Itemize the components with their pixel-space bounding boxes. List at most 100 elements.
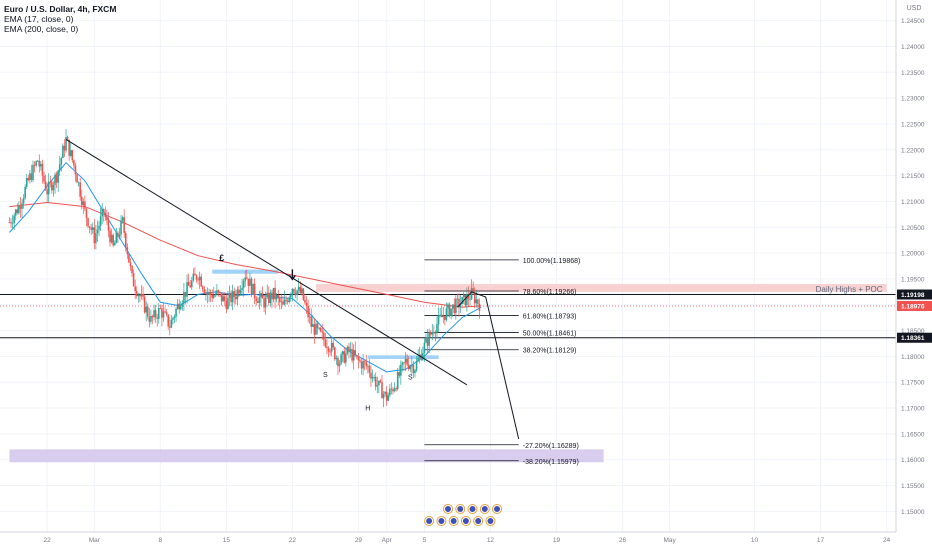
- price-tag-label: 1.18976: [901, 303, 925, 310]
- candle-body: [175, 308, 177, 317]
- drawings: [65, 139, 520, 440]
- time-axis[interactable]: 22 Mar 8 15 22 29 Apr 5 12 19 26 May 10 17 24: [0, 531, 932, 550]
- candle-body: [216, 290, 218, 295]
- pattern-label: S: [323, 372, 328, 379]
- candle-body: [16, 209, 19, 214]
- symbol-title[interactable]: Euro / U.S. Dollar, 4h, FXCM: [4, 4, 117, 14]
- ema-fast-legend[interactable]: EMA (17, close, 0): [4, 14, 74, 24]
- event-icons[interactable]: [424, 504, 503, 526]
- candle-body: [217, 290, 220, 293]
- candle-body: [54, 174, 56, 185]
- pattern-label: £: [219, 253, 224, 263]
- candle-body: [73, 160, 75, 166]
- candle-body: [225, 300, 228, 310]
- ema-slow-legend[interactable]: EMA (200, close, 0): [4, 24, 79, 34]
- candle-body: [242, 280, 245, 288]
- candle-body: [274, 287, 276, 300]
- candle-body: [173, 316, 176, 319]
- candle-body: [21, 203, 23, 209]
- candle-body: [256, 301, 259, 303]
- candle-body: [381, 382, 383, 399]
- candle-body: [18, 205, 20, 214]
- candle-body: [11, 223, 14, 224]
- candle-body: [231, 291, 234, 303]
- candle-body: [134, 286, 136, 292]
- candle-body: [255, 298, 258, 302]
- time-tick-label: 24: [883, 537, 891, 544]
- price-axis[interactable]: USD 1.24500 1.24000 1.23500 1.23000 1.22500 1.…: [895, 0, 932, 550]
- candle-body: [113, 243, 116, 246]
- candle-body: [46, 189, 48, 195]
- annotations: £ S H S: [219, 253, 413, 413]
- ema-200-line: [9, 202, 482, 308]
- candle-body: [90, 227, 92, 230]
- candle-body: [66, 137, 69, 140]
- candle-body: [80, 196, 83, 206]
- candle-body: [93, 227, 96, 244]
- candle-body: [178, 303, 180, 310]
- event-icon-core: [469, 506, 476, 512]
- event-icon-core: [494, 506, 501, 512]
- candle-body: [343, 351, 346, 363]
- candle-body: [455, 298, 457, 314]
- candle-body: [324, 339, 327, 347]
- candle-body: [98, 225, 100, 230]
- event-icon-core: [487, 518, 494, 524]
- candle-body: [36, 160, 39, 162]
- candle-body: [319, 327, 322, 332]
- candle-body: [154, 310, 157, 318]
- candle-body: [444, 315, 446, 320]
- candle-body: [269, 292, 272, 303]
- candle-body: [464, 294, 467, 306]
- currency-label: USD: [907, 5, 922, 12]
- candle-body: [447, 304, 449, 309]
- candle-body: [239, 290, 242, 294]
- candle-body: [51, 182, 53, 191]
- candle-body: [161, 308, 163, 318]
- candle-body: [370, 372, 372, 379]
- candle-body: [184, 291, 187, 297]
- candle-body: [88, 226, 91, 228]
- candle-body: [179, 306, 182, 310]
- price-tick-label: 1.20500: [901, 225, 925, 232]
- candle-body: [167, 314, 169, 327]
- candle-body: [307, 305, 309, 318]
- candle-body: [437, 315, 440, 324]
- candle-body: [261, 293, 264, 299]
- candle-body: [151, 316, 154, 318]
- candle-body: [190, 280, 193, 288]
- event-icon-core: [481, 506, 488, 512]
- event-icon-core: [445, 506, 451, 512]
- candle-body: [95, 233, 97, 244]
- time-tick-label: 10: [751, 537, 759, 544]
- candle-body: [44, 181, 47, 190]
- arrow-down-icon: [288, 269, 296, 281]
- candle-body: [68, 139, 70, 156]
- candle-body: [453, 304, 456, 314]
- candle-body: [247, 278, 250, 286]
- candle-body: [84, 201, 86, 209]
- candle-body: [118, 234, 121, 237]
- candle-body: [135, 291, 138, 297]
- candle-body: [43, 175, 45, 182]
- candle-body: [401, 362, 404, 365]
- price-tick-label: 1.16500: [901, 431, 925, 438]
- candle-body: [305, 302, 308, 306]
- candle-body: [150, 316, 152, 322]
- candle-body: [143, 296, 146, 313]
- price-tag-label: 1.18361: [901, 335, 925, 342]
- chart-legend: Euro / U.S. Dollar, 4h, FXCM EMA (17, cl…: [4, 4, 116, 34]
- candle-body: [326, 346, 328, 348]
- candle-body: [209, 291, 212, 295]
- price-tick-label: 1.22500: [901, 121, 925, 128]
- candle-body: [368, 365, 371, 373]
- candle-body: [385, 391, 388, 401]
- candle-body: [236, 289, 239, 300]
- candle-body: [277, 294, 280, 298]
- candle-body: [315, 323, 317, 335]
- candle-body: [415, 361, 418, 371]
- candle-body: [203, 289, 206, 294]
- candle-body: [382, 393, 385, 399]
